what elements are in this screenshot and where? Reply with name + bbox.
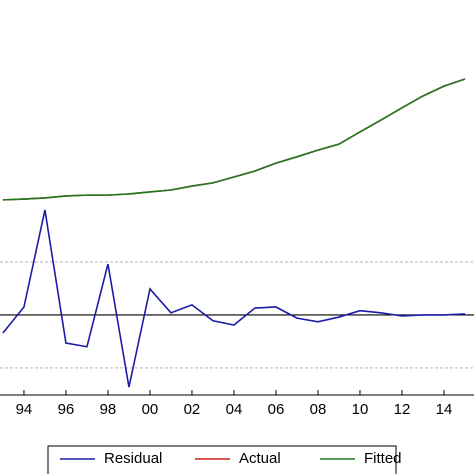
legend: Residual Actual Fitted xyxy=(60,450,402,467)
x-tick-label: 94 xyxy=(16,401,33,418)
legend-box xyxy=(47,445,397,474)
x-tick-label: 10 xyxy=(352,401,369,418)
series-line xyxy=(2,78,466,201)
x-tick-label: 12 xyxy=(394,401,411,418)
x-tick-label: 08 xyxy=(310,401,327,418)
x-tick-label: 98 xyxy=(100,401,117,418)
plot-area xyxy=(0,78,474,388)
legend-label: Residual xyxy=(104,450,162,467)
x-tick-label: 14 xyxy=(436,401,453,418)
x-tick-label: 04 xyxy=(226,401,243,418)
series-line xyxy=(2,78,466,201)
x-tick-label: 96 xyxy=(58,401,75,418)
x-tick-label: 06 xyxy=(268,401,285,418)
legend-label: Fitted xyxy=(364,450,402,467)
x-tick-label: 00 xyxy=(142,401,159,418)
legend-label: Actual xyxy=(239,450,281,467)
x-tick-label: 02 xyxy=(184,401,201,418)
series-line xyxy=(2,209,466,388)
